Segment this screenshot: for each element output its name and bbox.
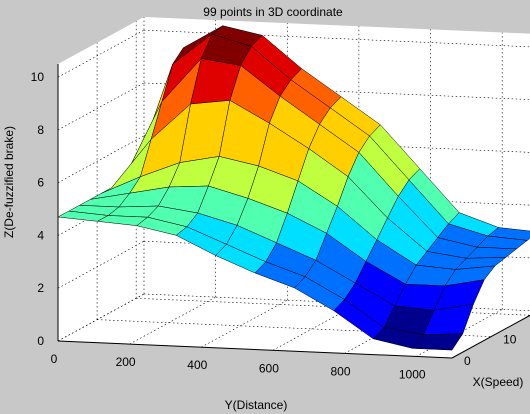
chart-title: 99 points in 3D coordinate — [203, 5, 343, 19]
grid-line-distance — [129, 296, 216, 345]
distance-axis-line — [57, 340, 453, 359]
z-tick-label: 0 — [37, 334, 44, 348]
distance-tick-label: 0 — [51, 352, 58, 366]
grid-line-distance — [201, 299, 288, 348]
z-tick-label: 8 — [37, 123, 44, 137]
tick-labels: 02004006008001000010200246810 — [31, 70, 517, 382]
left-wall — [58, 17, 144, 341]
distance-tick-label: 400 — [187, 358, 207, 372]
z-tick-label: 4 — [37, 229, 44, 243]
speed-tick-label: 0 — [464, 354, 471, 368]
speed-tick-label: 10 — [503, 333, 517, 347]
x-axis-label: Y(Distance) — [225, 398, 288, 412]
distance-tick-label: 200 — [116, 355, 136, 369]
z-tick-label: 10 — [31, 70, 45, 84]
grid-line-z — [57, 29, 145, 78]
distance-tick-label: 800 — [330, 364, 350, 378]
distance-tick-label: 1000 — [399, 368, 426, 382]
grid-line-distance — [272, 303, 360, 351]
grid-line-z — [57, 293, 145, 342]
axes-frame — [57, 64, 530, 359]
z-tick-label: 2 — [37, 281, 44, 295]
speed-axis-label: X(Speed) — [473, 375, 524, 389]
surface-mesh — [57, 25, 530, 351]
speed-axis-line — [451, 314, 530, 359]
surface-patch — [412, 333, 464, 351]
grid-line-z — [143, 82, 530, 100]
grid-line-z — [143, 29, 530, 48]
distance-tick-label: 600 — [259, 361, 279, 375]
z-tick-label: 6 — [37, 176, 44, 190]
z-axis-label: Z(De-fuzzified brake) — [2, 126, 16, 238]
grid-line-z — [57, 135, 145, 183]
grid-line-z — [57, 82, 145, 131]
grid-line-z — [57, 240, 145, 289]
